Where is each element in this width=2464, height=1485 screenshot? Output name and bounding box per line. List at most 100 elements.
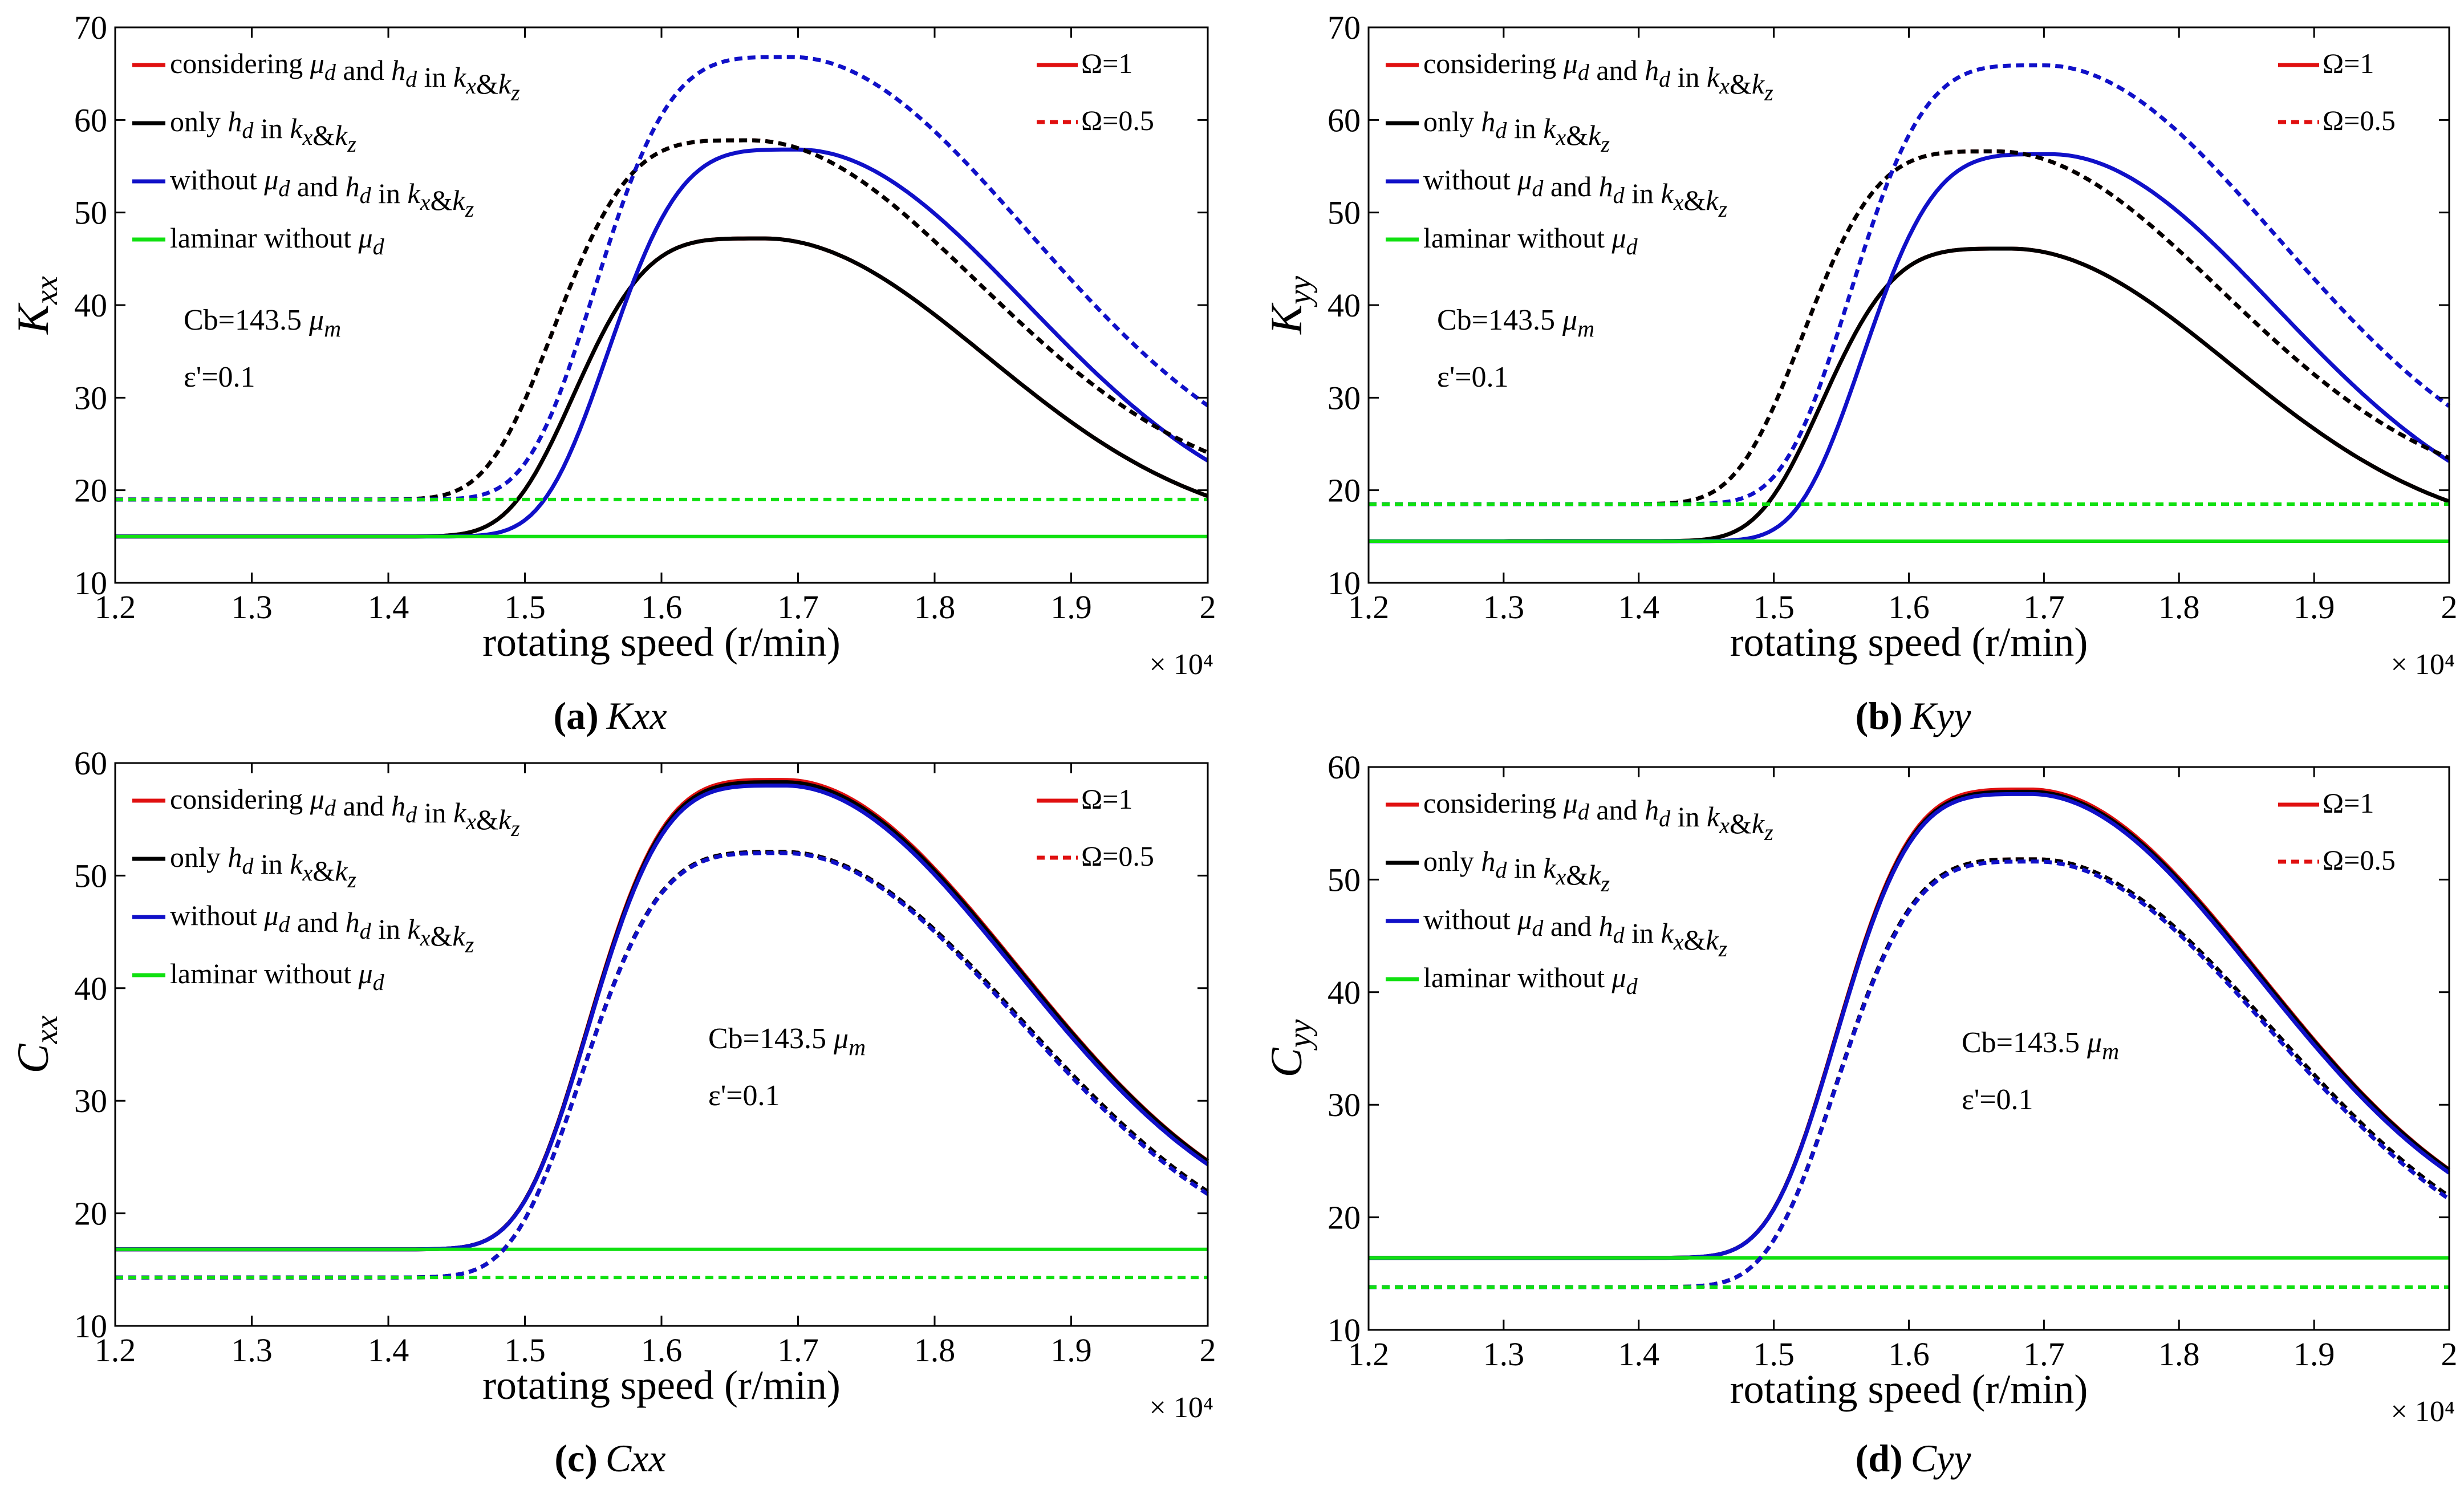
x-tick-label: 1.5 (504, 589, 546, 626)
legend-entry-laminar: laminar without μd (1423, 961, 1638, 999)
text-run: only (170, 841, 221, 873)
panel-caption: (c) Cxx (554, 1437, 665, 1480)
y-axis-label-group: Cxx (8, 1015, 64, 1073)
text-run: considering (170, 783, 303, 815)
annotation-text: Cb=143.5 μm (1437, 304, 1594, 342)
y-label-subscript: yy (1282, 276, 1318, 307)
text-run (1556, 787, 1564, 819)
symbol: k (335, 855, 348, 887)
symbol: k (290, 848, 303, 880)
x-axis-label: rotating speed (r/min) (482, 619, 841, 665)
chart-panel-a: 1.2 1.3 1.4 1.5 1.6 1.7 1.8 1.9 2 10 20 30 40 50 60 70 r… (8, 9, 1216, 737)
text-run: without (264, 957, 351, 989)
text-run (446, 797, 454, 829)
series-group (1369, 63, 2451, 543)
series-line-considering-omega-1 (115, 236, 1209, 539)
text-run (1556, 47, 1564, 79)
symbol: μ (1563, 787, 1578, 819)
y-axis-label-group: Kxx (8, 276, 64, 335)
symbol: k (408, 913, 421, 945)
text-run (1543, 171, 1550, 202)
text-run: & (430, 920, 452, 952)
symbol: h (1481, 106, 1495, 137)
text-run: in (1514, 852, 1536, 884)
y-tick-label: 60 (1328, 102, 1361, 139)
y-axis-label-group: Kyy (1261, 276, 1318, 335)
text-run (1605, 961, 1612, 993)
text-run (302, 304, 309, 336)
annotation: Cb=143.5 μm ε'=0.1 (708, 1023, 866, 1112)
symbol: k (1752, 68, 1765, 100)
text-run (371, 177, 379, 209)
y-label-symbol: C (8, 1043, 58, 1073)
y-tick-label: 40 (74, 287, 107, 324)
chart-panel-c: 1.2 1.3 1.4 1.5 1.6 1.7 1.8 1.9 2 10 20 30 40 50 60 rot… (8, 745, 1216, 1480)
text-run: ε'=0.1 (1437, 361, 1509, 393)
text-run (351, 957, 359, 989)
text-run (1555, 304, 1562, 336)
y-tick-label: 10 (1328, 1312, 1361, 1349)
x-tick-label: 1.3 (231, 589, 273, 626)
text-run: in (378, 913, 400, 945)
legend-entry-only_hd: only hd in kx&kz (1423, 845, 1610, 896)
text-run (1638, 54, 1645, 86)
text-run (290, 906, 297, 938)
symbol: μ (263, 164, 278, 196)
legend-entry-laminar: laminar without μd (170, 957, 385, 995)
text-run: in (1678, 61, 1700, 93)
text-run (1511, 164, 1518, 196)
symbol: μ (833, 1023, 849, 1055)
symbol: h (391, 54, 405, 86)
text-run (400, 913, 408, 945)
symbol: h (1599, 171, 1613, 202)
text-run (1654, 177, 1661, 209)
text-run: in (1678, 801, 1700, 833)
text-run: and (1596, 794, 1637, 826)
text-run (1592, 171, 1599, 202)
symbol: k (452, 920, 465, 952)
text-run: in (1631, 177, 1654, 209)
subscript: d (405, 802, 417, 827)
x-tick-label: 1.2 (1348, 589, 1390, 626)
series-line-without-omega-0-5 (115, 55, 1209, 502)
text-run: without (1517, 222, 1605, 254)
y-tick-label: 60 (1328, 749, 1361, 786)
x-tick-label: 1.9 (1050, 1332, 1092, 1369)
omega-legend-label: Ω=0.5 (1081, 104, 1154, 136)
symbol: k (498, 804, 512, 835)
x-tick-label: 1.4 (1618, 1336, 1660, 1373)
subscript: m (2102, 1038, 2119, 1064)
text-run (1507, 852, 1514, 884)
subscript: d (324, 795, 336, 821)
symbol: μ (310, 47, 324, 79)
text-run (384, 790, 392, 822)
subscript: z (1718, 196, 1728, 222)
y-axis-label-group: Cyy (1261, 1019, 1318, 1077)
subscript: x (1719, 73, 1730, 99)
subscript: d (242, 117, 254, 143)
text-run: only (1423, 106, 1474, 137)
symbol: k (1543, 112, 1556, 144)
x-tick-label: 1.3 (231, 1332, 273, 1369)
subscript: z (510, 80, 520, 106)
panel-caption: (d) Cyy (1856, 1437, 1972, 1480)
text-run (257, 899, 265, 931)
x-tick-label: 2 (2441, 1336, 2458, 1373)
text-run: without (170, 164, 257, 196)
y-tick-label: 50 (1328, 861, 1361, 898)
y-tick-label: 30 (74, 1082, 107, 1119)
text-run: & (476, 68, 498, 100)
subscript: z (347, 131, 356, 157)
text-run (1536, 852, 1544, 884)
text-run (336, 790, 343, 822)
annotation-text: Cb=143.5 μm (184, 304, 341, 342)
series-group (1369, 788, 2451, 1289)
symbol: k (335, 119, 348, 151)
subscript: d (278, 176, 290, 201)
text-run: & (430, 184, 452, 216)
subscript: z (465, 196, 474, 222)
x-tick-label: 1.7 (2023, 589, 2065, 626)
x-exponent-label: × 10⁴ (1150, 648, 1213, 681)
text-run (1507, 112, 1514, 144)
symbol: k (453, 61, 466, 93)
